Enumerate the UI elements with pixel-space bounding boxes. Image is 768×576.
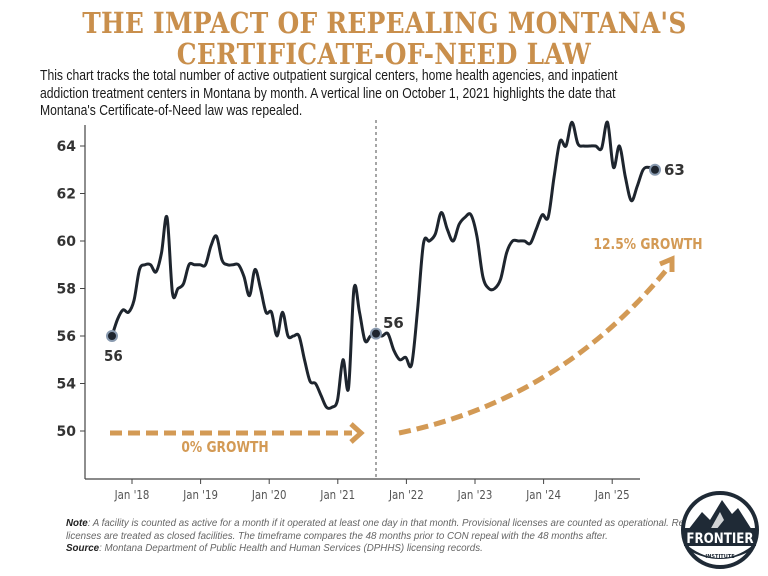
repeal-point-marker bbox=[370, 327, 382, 340]
end-point-marker bbox=[649, 163, 661, 176]
source-text: : Montana Department of Public Health an… bbox=[99, 542, 483, 554]
x-tick-label: Jan '25 bbox=[594, 488, 630, 502]
chart-title-line-2: CERTIFICATE-OF-NEED LAW bbox=[176, 37, 592, 71]
start-point-marker bbox=[106, 330, 118, 342]
x-tick-label: Jan '22 bbox=[388, 488, 424, 502]
frontier-institute-logo: FRONTIER INSTITUTE bbox=[680, 490, 760, 570]
pre-growth-label: 0% GROWTH bbox=[181, 439, 268, 456]
start-value-label: 56 bbox=[104, 347, 123, 365]
x-tick-label: Jan '24 bbox=[525, 488, 561, 502]
x-tick-label: Jan '19 bbox=[182, 488, 218, 502]
post-growth-arrow-shaft bbox=[398, 266, 670, 436]
y-tick-label: 50 bbox=[57, 424, 77, 440]
y-tick-label: 62 bbox=[57, 187, 76, 203]
post-growth-arrowhead bbox=[659, 255, 675, 272]
y-tick-label: 54 bbox=[57, 377, 77, 393]
post-growth-arrow bbox=[398, 255, 675, 436]
x-tick-label: Jan '23 bbox=[457, 488, 493, 502]
x-tick-label: Jan '18 bbox=[114, 488, 150, 502]
y-tick-label: 60 bbox=[57, 234, 77, 250]
chart-title-line-1: THE IMPACT OF REPEALING MONTANA'S bbox=[81, 6, 687, 40]
logo-wordmark: FRONTIER bbox=[686, 531, 753, 547]
y-tick-label: 58 bbox=[57, 282, 76, 298]
chart-note: Note: A facility is counted as active fo… bbox=[66, 517, 736, 555]
x-tick-label: Jan '20 bbox=[251, 488, 287, 502]
pre-growth-arrowhead bbox=[349, 422, 365, 444]
x-tick-label: Jan '21 bbox=[320, 488, 356, 502]
pre-growth-arrow bbox=[110, 422, 365, 444]
post-growth-label: 12.5% GROWTH bbox=[593, 236, 702, 253]
svg-text:INSTITUTE: INSTITUTE bbox=[705, 554, 735, 560]
note-text: : A facility is counted as active for a … bbox=[66, 517, 711, 542]
y-tick-label: 64 bbox=[57, 139, 77, 155]
end-value-label: 63 bbox=[664, 161, 685, 179]
note-label: Note bbox=[66, 517, 88, 529]
description-line: Montana's Certificate-of-Need law was re… bbox=[40, 103, 303, 119]
y-tick-label: 56 bbox=[57, 329, 76, 345]
description-line: addiction treatment centers in Montana b… bbox=[40, 85, 616, 102]
source-label: Source bbox=[66, 542, 100, 554]
description-line: This chart tracks the total number of ac… bbox=[40, 68, 618, 84]
chart-description: This chart tracks the total number of ac… bbox=[40, 68, 712, 121]
series-line bbox=[110, 120, 656, 410]
repeal-value-label: 56 bbox=[383, 314, 404, 332]
